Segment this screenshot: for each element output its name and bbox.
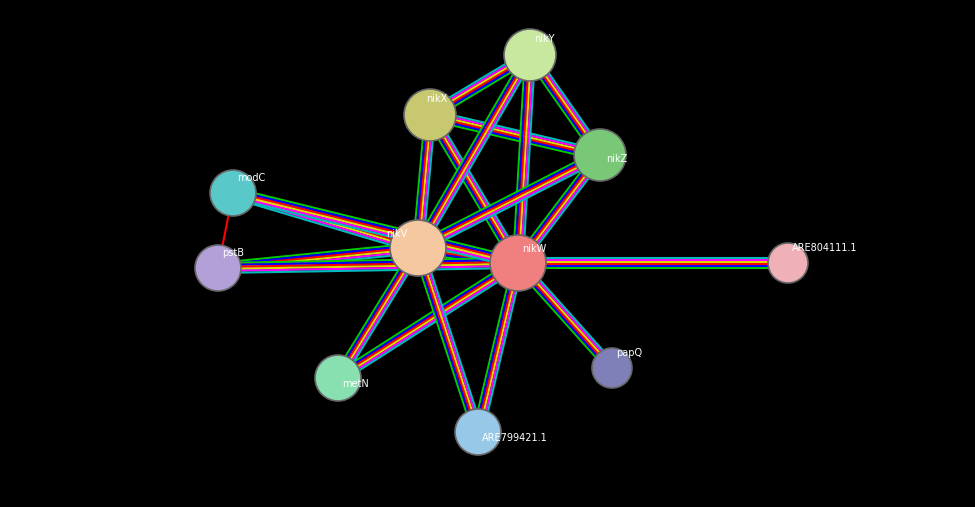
Text: nikX: nikX: [426, 94, 448, 104]
Circle shape: [315, 355, 361, 401]
Text: nikY: nikY: [534, 34, 555, 44]
Text: nikZ: nikZ: [606, 154, 627, 164]
Text: metN: metN: [342, 379, 369, 389]
Text: papQ: papQ: [616, 348, 643, 358]
Text: nikW: nikW: [522, 244, 546, 254]
Circle shape: [404, 89, 456, 141]
Circle shape: [490, 235, 546, 291]
Text: modC: modC: [237, 173, 265, 183]
Text: nikV: nikV: [386, 229, 408, 239]
Circle shape: [195, 245, 241, 291]
Circle shape: [210, 170, 256, 216]
Text: ARE804111.1: ARE804111.1: [792, 243, 857, 253]
Circle shape: [592, 348, 632, 388]
Text: pstB: pstB: [222, 248, 244, 258]
Text: ARE799421.1: ARE799421.1: [482, 433, 548, 443]
Circle shape: [455, 409, 501, 455]
Circle shape: [504, 29, 556, 81]
Circle shape: [574, 129, 626, 181]
Circle shape: [768, 243, 808, 283]
Circle shape: [390, 220, 446, 276]
